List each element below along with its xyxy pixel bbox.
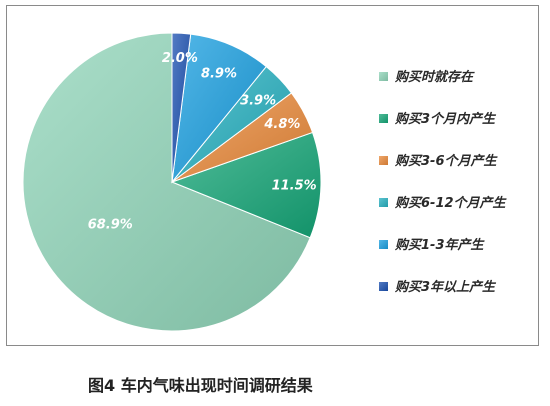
legend-swatch-2 bbox=[379, 114, 388, 123]
pie-slice-5 bbox=[171, 33, 267, 184]
legend-label-1: 购买时就存在 bbox=[394, 69, 475, 85]
slice-value-label-1: 68.9% bbox=[88, 218, 133, 233]
chart-frame: 68.9% 11.5% 4.8% 3.9% 8.9% 2.0% 购买时就存在购买3个月内产… bbox=[6, 5, 539, 346]
legend-label-5: 购买1-3年产生 bbox=[394, 237, 485, 253]
slices-layer bbox=[22, 32, 322, 332]
legend-swatch-1 bbox=[379, 72, 388, 81]
pie-chart: 68.9% 11.5% 4.8% 3.9%8.9%2.0% 购买时就存在购买3个月内产… bbox=[22, 32, 508, 332]
slice-value-label-2: 11.5% bbox=[272, 179, 317, 194]
legend-label-3: 购买3-6个月产生 bbox=[394, 153, 498, 169]
legend-swatch-4 bbox=[379, 198, 388, 207]
pie-slice-1 bbox=[22, 32, 311, 332]
figure-caption: 图4 车内气味出现时间调研结果 bbox=[88, 376, 313, 395]
legend-swatch-6 bbox=[379, 282, 388, 291]
pie-slice-2 bbox=[170, 131, 322, 239]
slice-value-label-4: 3.9% bbox=[240, 94, 276, 109]
pie-slice-6 bbox=[171, 32, 192, 183]
legend-label-6: 购买3年以上产生 bbox=[394, 279, 497, 295]
slice-value-label-5: 8.9% bbox=[201, 66, 237, 81]
legend-label-4: 购买6-12个月产生 bbox=[394, 195, 508, 211]
slice-labels-layer: 68.9% 11.5% 4.8% 3.9%8.9%2.0% bbox=[88, 51, 317, 233]
legend: 购买时就存在购买3个月内产生购买3-6个月产生购买6-12个月产生购买1-3年产… bbox=[379, 69, 508, 295]
slice-value-label-3: 4.8% bbox=[263, 117, 300, 132]
slice-value-label-6: 2.0% bbox=[162, 51, 198, 66]
legend-swatch-5 bbox=[379, 240, 388, 249]
legend-label-2: 购买3个月内产生 bbox=[394, 111, 497, 127]
legend-swatch-3 bbox=[379, 156, 388, 165]
